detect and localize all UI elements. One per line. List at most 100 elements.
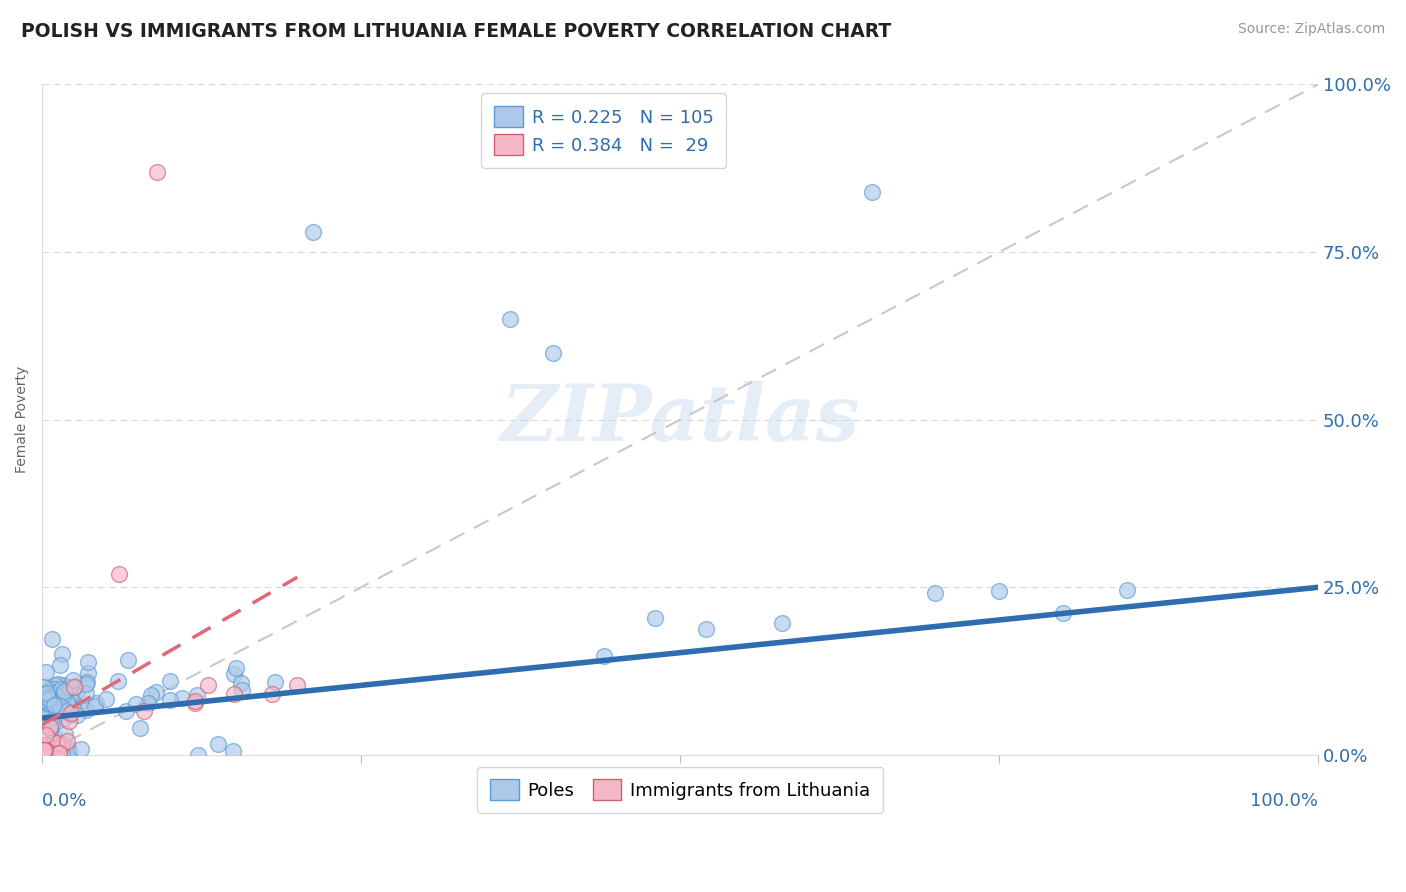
Point	[56, 705, 79, 719]
Point	[34, 680, 56, 694]
Point	[48, 746, 70, 760]
Point	[41, 632, 63, 646]
Point	[35, 706, 58, 720]
Point	[51, 737, 73, 751]
Point	[499, 312, 522, 326]
Point	[38, 692, 60, 706]
Point	[53, 727, 76, 741]
Point	[125, 697, 148, 711]
Point	[34, 743, 56, 757]
Point	[35, 747, 58, 761]
Point	[58, 714, 80, 729]
Point	[49, 740, 72, 755]
Text: ZIPatlas: ZIPatlas	[501, 382, 860, 458]
Point	[146, 164, 169, 178]
Point	[35, 709, 58, 723]
Point	[38, 699, 60, 714]
Point	[38, 702, 60, 716]
Point	[770, 616, 793, 631]
Point	[1052, 607, 1074, 621]
Point	[52, 678, 75, 692]
Point	[51, 647, 73, 661]
Point	[107, 673, 129, 688]
Point	[207, 737, 229, 751]
Point	[184, 696, 207, 710]
Point	[44, 705, 66, 719]
Point	[39, 719, 62, 733]
Point	[75, 677, 97, 691]
Point	[31, 740, 53, 755]
Point	[35, 727, 58, 741]
Y-axis label: Female Poverty: Female Poverty	[15, 366, 30, 474]
Point	[39, 722, 62, 736]
Point	[38, 745, 60, 759]
Point	[222, 744, 245, 758]
Point	[53, 740, 76, 755]
Point	[644, 611, 666, 625]
Point	[58, 683, 80, 698]
Point	[988, 584, 1011, 599]
Point	[134, 705, 156, 719]
Point	[63, 679, 86, 693]
Point	[37, 690, 59, 705]
Point	[924, 586, 946, 600]
Point	[76, 666, 98, 681]
Point	[56, 698, 79, 712]
Point	[136, 696, 159, 710]
Text: POLISH VS IMMIGRANTS FROM LITHUANIA FEMALE POVERTY CORRELATION CHART: POLISH VS IMMIGRANTS FROM LITHUANIA FEMA…	[21, 22, 891, 41]
Point	[35, 665, 58, 679]
Point	[48, 746, 70, 760]
Point	[141, 688, 163, 702]
Point	[67, 700, 90, 714]
Point	[49, 698, 72, 713]
Point	[34, 692, 56, 706]
Point	[117, 653, 139, 667]
Point	[56, 695, 79, 709]
Point	[66, 708, 89, 723]
Point	[34, 743, 56, 757]
Point	[186, 688, 208, 702]
Point	[287, 678, 309, 692]
Point	[264, 675, 287, 690]
Point	[52, 683, 75, 698]
Point	[44, 747, 66, 761]
Point	[53, 711, 76, 725]
Point	[145, 684, 167, 698]
Point	[41, 691, 63, 706]
Point	[84, 697, 107, 711]
Point	[541, 345, 564, 359]
Point	[55, 704, 77, 718]
Point	[41, 717, 63, 731]
Point	[49, 682, 72, 697]
Point	[46, 677, 69, 691]
Point	[66, 684, 89, 698]
Text: Source: ZipAtlas.com: Source: ZipAtlas.com	[1237, 22, 1385, 37]
Point	[96, 691, 118, 706]
Point	[41, 711, 63, 725]
Point	[38, 696, 60, 710]
Point	[42, 709, 65, 723]
Point	[44, 682, 66, 697]
Point	[45, 747, 67, 762]
Point	[592, 649, 614, 664]
Point	[39, 681, 62, 695]
Point	[58, 745, 80, 759]
Point	[32, 747, 55, 762]
Point	[260, 688, 283, 702]
Point	[187, 747, 209, 762]
Point	[44, 698, 66, 713]
Point	[51, 746, 73, 760]
Point	[52, 703, 75, 717]
Point	[231, 676, 253, 690]
Point	[62, 673, 84, 688]
Point	[34, 687, 56, 701]
Point	[52, 692, 75, 706]
Point	[69, 742, 91, 756]
Point	[32, 739, 55, 754]
Point	[83, 698, 105, 713]
Point	[225, 661, 247, 675]
Point	[115, 704, 138, 718]
Point	[32, 743, 55, 757]
Point	[159, 692, 181, 706]
Point	[128, 721, 150, 735]
